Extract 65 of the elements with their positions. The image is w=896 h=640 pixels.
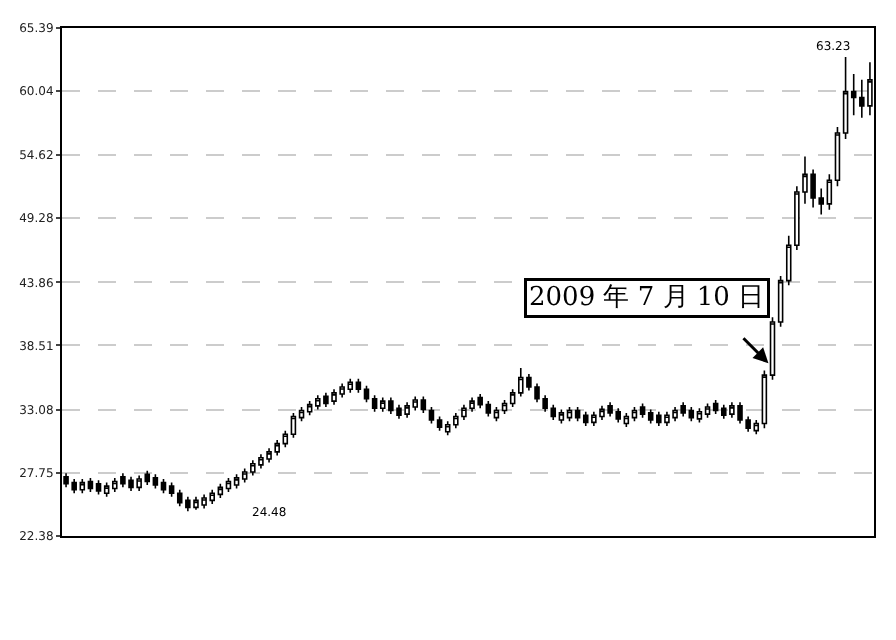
- candlestick: [461, 403, 467, 421]
- candlestick: [558, 408, 565, 425]
- candlestick: [79, 478, 86, 495]
- candlestick: [355, 377, 362, 394]
- candlestick: [485, 400, 492, 418]
- candlestick: [371, 394, 378, 413]
- candlestick: [144, 470, 151, 486]
- candlestick: [388, 396, 394, 415]
- candlestick: [258, 453, 264, 470]
- candlestick: [469, 396, 475, 413]
- candlestick: [599, 405, 605, 421]
- candlestick: [721, 403, 727, 420]
- candlestick: [209, 488, 215, 505]
- candlestick: [160, 478, 167, 495]
- candlestick: [477, 393, 483, 409]
- candlestick: [444, 420, 451, 437]
- candlestick: [306, 400, 313, 417]
- candlestick: [737, 401, 743, 425]
- candlestick: [680, 401, 686, 418]
- candlestick: [331, 388, 337, 406]
- candlestick: [582, 410, 589, 427]
- candlestick: [534, 382, 540, 404]
- candlestick: [453, 412, 459, 430]
- candlestick: [550, 403, 557, 421]
- candlestick: [241, 467, 248, 484]
- candlestick: [120, 472, 126, 489]
- candlestick: [128, 475, 134, 492]
- candlestick: [233, 473, 240, 490]
- candlestick: [112, 477, 118, 493]
- candlestick: [436, 415, 443, 432]
- candlestick: [103, 481, 110, 498]
- candlestick: [607, 401, 613, 418]
- candlestick: [95, 479, 102, 496]
- candlestick: [315, 394, 321, 411]
- candlestick: [428, 406, 435, 425]
- candlestick: [396, 403, 402, 420]
- candlestick: [647, 408, 654, 425]
- candlestick: [696, 407, 703, 424]
- candlestick: [412, 395, 418, 412]
- candlestick: [274, 439, 280, 457]
- candlestick: [71, 478, 77, 495]
- candlestick: [591, 410, 597, 427]
- candlestick: [185, 495, 191, 512]
- candlestick: [136, 474, 142, 492]
- candlestick: [323, 392, 329, 408]
- candlestick: [420, 395, 427, 414]
- candlestick: [404, 401, 410, 419]
- candlestick: [168, 481, 175, 498]
- candlestick: [266, 447, 272, 464]
- candlestick: [152, 473, 159, 490]
- candlestick: [339, 382, 345, 399]
- candlestick: [347, 377, 354, 394]
- candlestick: [193, 495, 199, 511]
- candlestick: [379, 396, 386, 413]
- candlestick: [704, 402, 711, 419]
- candlestick: [615, 407, 621, 424]
- candlestick: [664, 410, 670, 427]
- candlestick: [672, 406, 678, 422]
- candlestick: [250, 459, 256, 477]
- candlestick: [656, 410, 662, 427]
- candlestick: [639, 402, 646, 419]
- candlestick: [201, 493, 207, 510]
- candlestick: [729, 401, 735, 419]
- annotation: 2009 年 7 月 10 日: [529, 283, 765, 313]
- candlestick: [176, 488, 183, 508]
